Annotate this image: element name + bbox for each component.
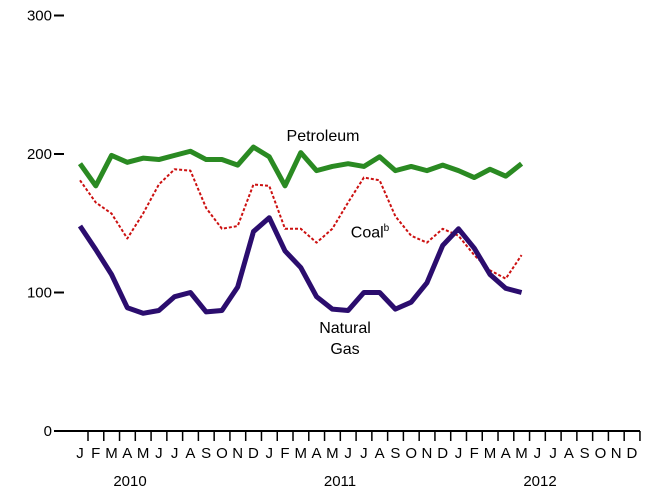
- year-label: 2010: [113, 473, 146, 490]
- x-tick-label: D: [248, 445, 259, 462]
- series-label: Petroleum: [286, 128, 360, 145]
- x-tick-label: M: [515, 445, 528, 462]
- x-tick-label: N: [611, 445, 622, 462]
- y-tick-label: 100: [27, 285, 52, 302]
- x-tick-label: O: [595, 445, 607, 462]
- y-tick-label: 300: [27, 8, 52, 25]
- x-tick-label: A: [501, 445, 511, 462]
- x-tick-label: J: [360, 445, 368, 462]
- y-tick-label: 0: [44, 423, 52, 440]
- year-label: 2011: [324, 473, 356, 490]
- series-label: Natural Gas: [319, 320, 371, 358]
- x-tick-label: J: [549, 445, 557, 462]
- x-tick-label: S: [201, 445, 211, 462]
- x-tick-label: A: [122, 445, 132, 462]
- x-tick-label: N: [232, 445, 243, 462]
- x-tick-label: S: [390, 445, 400, 462]
- x-tick-label: J: [155, 445, 163, 462]
- x-tick-label: M: [295, 445, 308, 462]
- x-tick-label: O: [216, 445, 228, 462]
- x-tick-label: M: [326, 445, 339, 462]
- x-tick-label: J: [265, 445, 273, 462]
- x-tick-label: F: [91, 445, 100, 462]
- series-line: [79, 168, 523, 280]
- x-tick-label: D: [627, 445, 638, 462]
- x-tick-label: M: [105, 445, 118, 462]
- x-tick-label: J: [534, 445, 542, 462]
- x-tick-label: M: [137, 445, 150, 462]
- x-tick-label: A: [564, 445, 574, 462]
- x-tick-label: O: [405, 445, 417, 462]
- x-tick-label: S: [580, 445, 590, 462]
- x-tick-label: F: [470, 445, 479, 462]
- series-line: [77, 215, 523, 316]
- x-tick-label: J: [76, 445, 84, 462]
- x-tick-label: A: [375, 445, 385, 462]
- x-tick-label: J: [171, 445, 179, 462]
- series-label: Coal: [350, 224, 384, 242]
- x-tick-label: A: [185, 445, 195, 462]
- x-tick-label: D: [437, 445, 448, 462]
- series-label-wrap: Coalb: [335, 218, 405, 243]
- x-tick-label: F: [280, 445, 289, 462]
- year-label: 2012: [523, 473, 556, 490]
- footnote-mark: b: [383, 223, 390, 234]
- x-tick-label: N: [422, 445, 433, 462]
- x-tick-label: J: [455, 445, 463, 462]
- x-tick-label: J: [344, 445, 352, 462]
- x-tick-label: A: [312, 445, 322, 462]
- series-line: [77, 144, 524, 189]
- y-tick-label: 200: [27, 146, 52, 163]
- x-tick-label: M: [484, 445, 497, 462]
